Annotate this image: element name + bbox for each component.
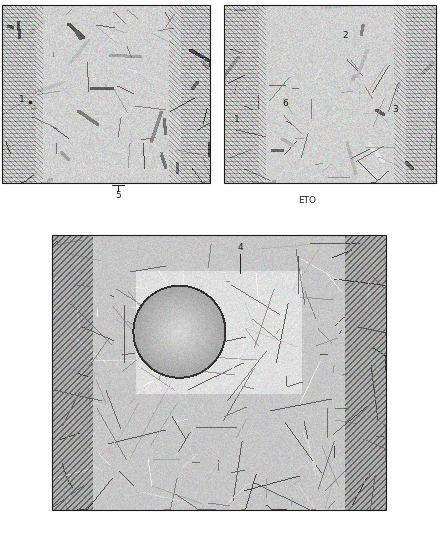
Text: 5: 5 (115, 191, 121, 200)
Text: 3: 3 (392, 106, 398, 115)
Text: 2: 2 (342, 30, 348, 39)
Text: 1: 1 (234, 116, 240, 125)
Bar (52, 235, 386, 510)
Text: ETO: ETO (298, 196, 316, 205)
Bar (224, 5, 436, 183)
Bar (2, 5, 210, 183)
Text: 1: 1 (19, 95, 25, 104)
Text: 6: 6 (282, 99, 288, 108)
Text: 4: 4 (237, 244, 243, 253)
